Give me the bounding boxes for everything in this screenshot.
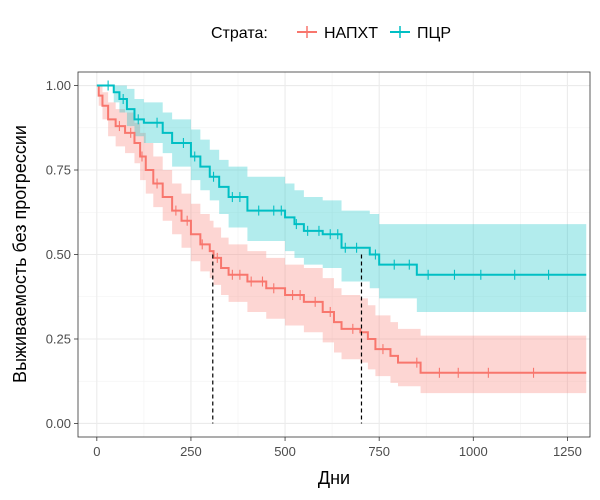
x-tick-label: 500 xyxy=(274,444,296,459)
x-tick-label: 750 xyxy=(368,444,390,459)
legend-label-napkht: НАПХТ xyxy=(324,25,378,42)
x-tick-label: 0 xyxy=(93,444,100,459)
axis-ticks: 0 250 500 750 1000 1250 0.00 0.25 0.50 0.75 1.00 xyxy=(46,78,582,459)
x-axis-title: Дни xyxy=(318,468,350,488)
y-tick-label: 0.50 xyxy=(46,247,71,262)
censor-marks xyxy=(107,80,550,378)
ci-band-napkht xyxy=(96,85,587,394)
y-axis-title: Выживаемость без прогрессии xyxy=(10,125,30,383)
legend-label-pcr: ПЦР xyxy=(417,25,451,42)
legend-key-pcr xyxy=(390,26,410,38)
median-lines xyxy=(212,254,363,424)
y-tick-label: 0.75 xyxy=(46,163,71,178)
survival-line-napkht xyxy=(96,84,587,374)
y-tick-label: 1.00 xyxy=(46,78,71,93)
x-tick-label: 250 xyxy=(180,444,202,459)
x-tick-label: 1000 xyxy=(459,444,488,459)
x-tick-label: 1250 xyxy=(553,444,582,459)
y-tick-label: 0.00 xyxy=(46,416,71,431)
ci-band-pcr xyxy=(96,85,587,312)
survival-lines xyxy=(96,84,587,374)
legend: Страта: НАПХТ ПЦР xyxy=(211,25,451,42)
legend-title: Страта: xyxy=(211,25,268,42)
survival-line-pcr xyxy=(96,84,587,276)
legend-key-napkht xyxy=(297,26,317,38)
y-tick-label: 0.25 xyxy=(46,331,71,346)
confidence-bands xyxy=(96,85,587,394)
